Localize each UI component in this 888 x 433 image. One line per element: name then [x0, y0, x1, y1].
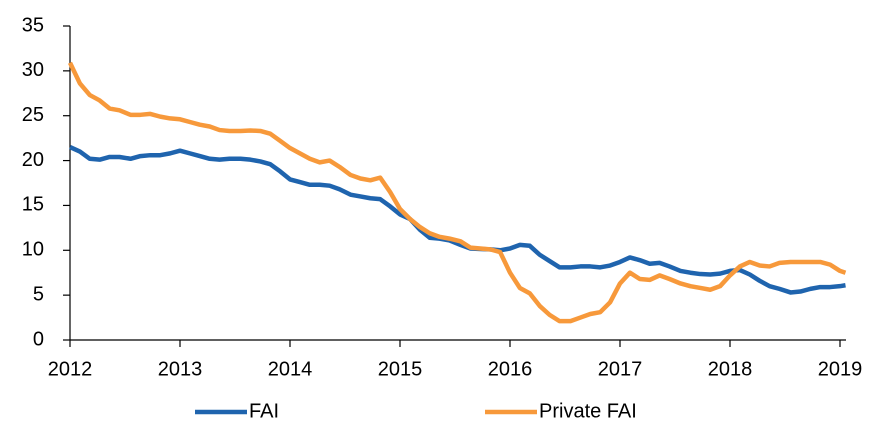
- series-line: [67, 61, 847, 324]
- x-tick-label: 2018: [708, 358, 753, 380]
- y-tick-label: 35: [22, 14, 44, 36]
- y-tick-label: 30: [22, 59, 44, 81]
- x-tick-label: 2013: [158, 358, 203, 380]
- series-line: [69, 145, 846, 295]
- x-tick-label: 2014: [268, 358, 313, 380]
- x-tick-label: 2012: [48, 358, 93, 380]
- y-tick-label: 0: [33, 328, 44, 350]
- x-tick-label: 2019: [818, 358, 863, 380]
- x-tick-label: 2017: [598, 358, 643, 380]
- y-tick-label: 10: [22, 239, 44, 261]
- x-tick-label: 2015: [378, 358, 423, 380]
- y-tick-label: 15: [22, 194, 44, 216]
- legend-label: Private FAI: [539, 400, 637, 422]
- y-tick-label: 20: [22, 149, 44, 171]
- y-tick-label: 25: [22, 104, 44, 126]
- x-tick-label: 2016: [488, 358, 533, 380]
- legend-label: FAI: [249, 400, 279, 422]
- y-tick-label: 5: [33, 283, 44, 305]
